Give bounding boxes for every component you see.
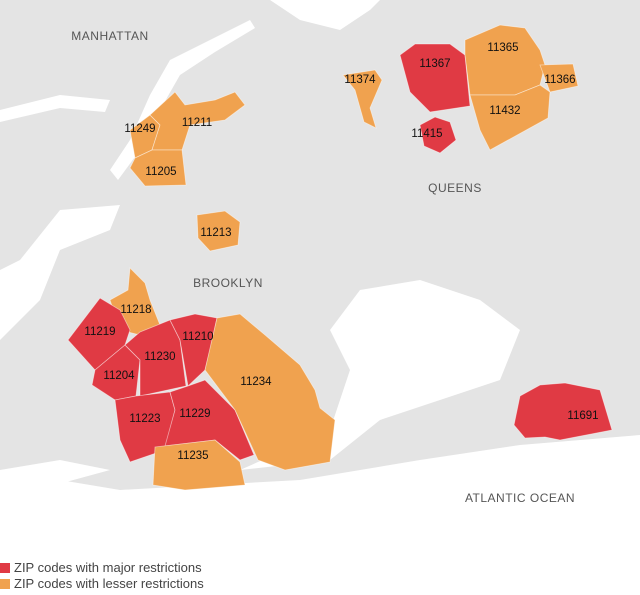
zip-area bbox=[152, 439, 246, 491]
place-label: MANHATTAN bbox=[71, 29, 148, 43]
zip-area bbox=[342, 69, 383, 129]
zip-label: 11230 bbox=[144, 351, 175, 363]
legend-swatch bbox=[0, 578, 10, 589]
zip-label: 11374 bbox=[344, 74, 376, 86]
legend-label: ZIP codes with lesser restrictions bbox=[14, 576, 204, 591]
zip-label: 11249 bbox=[124, 123, 155, 135]
zip-label: 11235 bbox=[177, 450, 208, 462]
place-label: QUEENS bbox=[428, 181, 482, 195]
zip-area bbox=[399, 43, 471, 113]
east-river bbox=[110, 20, 255, 180]
zip-area bbox=[164, 379, 255, 461]
sound bbox=[270, 0, 380, 30]
river bbox=[0, 95, 110, 122]
zip-area bbox=[464, 24, 546, 96]
zip-area bbox=[124, 319, 187, 397]
place-label: ATLANTIC OCEAN bbox=[465, 491, 575, 505]
zip-area bbox=[513, 382, 613, 441]
zip-area bbox=[196, 210, 241, 252]
zip-label: 11229 bbox=[179, 408, 210, 420]
legend-label: ZIP codes with major restrictions bbox=[14, 560, 202, 575]
legend-item: ZIP codes with major restrictions bbox=[0, 560, 202, 575]
zip-label: 11205 bbox=[145, 166, 176, 178]
zip-area bbox=[204, 313, 336, 471]
jamaica-bay bbox=[240, 280, 520, 470]
zip-label: 11367 bbox=[419, 58, 450, 70]
ocean bbox=[0, 435, 640, 555]
zip-label: 11432 bbox=[489, 105, 520, 117]
zip-label: 11204 bbox=[103, 370, 135, 382]
zip-label: 11234 bbox=[240, 376, 272, 388]
map: MANHATTAN QUEENS BROOKLYN ATLANTIC OCEAN… bbox=[0, 0, 640, 555]
zip-label: 11210 bbox=[182, 331, 213, 343]
upper-bay bbox=[0, 205, 120, 340]
zip-label: 11218 bbox=[120, 304, 151, 316]
zip-label: 11223 bbox=[129, 413, 160, 425]
legend-swatch bbox=[0, 562, 10, 573]
zip-label: 11366 bbox=[544, 74, 575, 86]
zip-label: 11365 bbox=[487, 42, 518, 54]
zip-label: 11213 bbox=[200, 227, 231, 239]
zip-area bbox=[149, 91, 246, 151]
zip-area bbox=[539, 63, 579, 93]
place-label: BROOKLYN bbox=[193, 276, 263, 290]
legend-item: ZIP codes with lesser restrictions bbox=[0, 576, 204, 591]
zip-area bbox=[129, 149, 187, 187]
zip-areas bbox=[67, 24, 613, 491]
zip-label: 11211 bbox=[182, 117, 212, 129]
zip-area bbox=[419, 116, 457, 154]
zip-label: 11219 bbox=[84, 326, 115, 338]
zip-area bbox=[469, 84, 551, 151]
zip-label: 11415 bbox=[411, 128, 442, 140]
zip-label: 11691 bbox=[567, 410, 598, 422]
lower-bay bbox=[0, 460, 110, 500]
